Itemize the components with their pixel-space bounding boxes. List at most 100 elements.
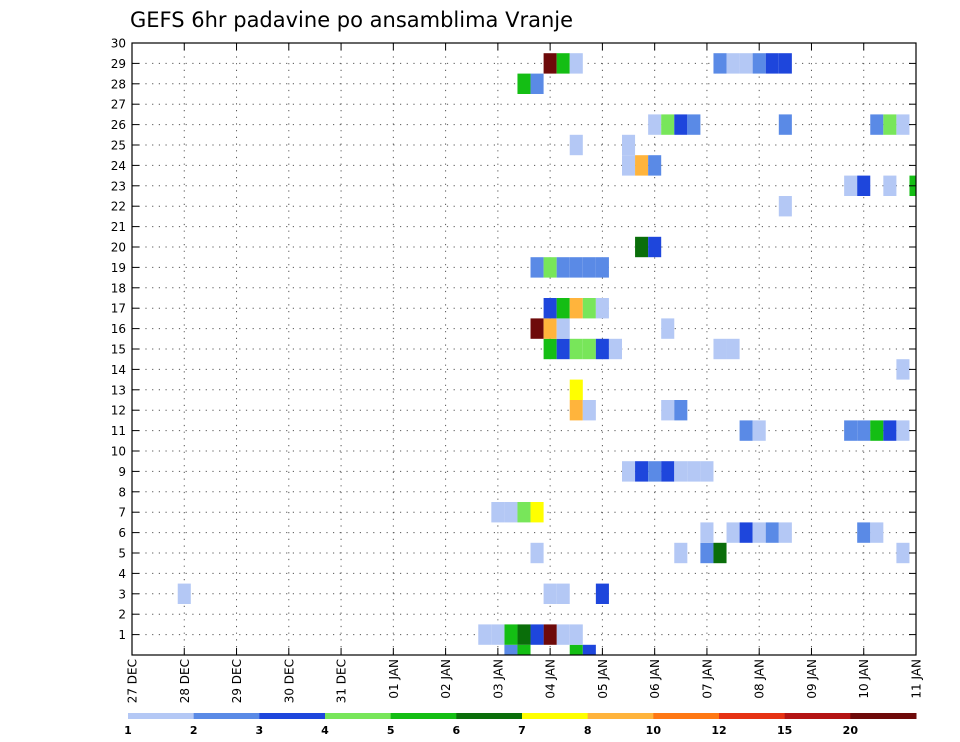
heatmap-cell (569, 338, 583, 360)
y-tick-label: 8 (118, 485, 126, 499)
heatmap-cell (857, 175, 871, 196)
colorbar-label: 15 (777, 724, 792, 737)
heatmap-cell (765, 53, 779, 74)
colorbar-segment (850, 713, 917, 719)
x-tick-label: 06 JAN (648, 659, 662, 699)
heatmap-cell (530, 624, 544, 645)
y-tick-label: 19 (111, 261, 126, 275)
heatmap-cell (569, 53, 583, 74)
heatmap-cell (543, 318, 557, 339)
heatmap-cell (687, 114, 701, 135)
heatmap-cell (674, 114, 688, 135)
colorbar-label: 6 (453, 724, 461, 737)
heatmap-cell (569, 379, 583, 400)
heatmap-cell (896, 420, 910, 441)
heatmap-cell (896, 114, 910, 135)
y-tick-label: 14 (111, 363, 126, 377)
y-tick-label: 27 (111, 98, 126, 112)
heatmap-cell (478, 624, 492, 645)
y-tick-label: 22 (111, 200, 126, 214)
colorbar-label: 7 (518, 724, 526, 737)
heatmap-cell (739, 53, 753, 74)
grid-lines (132, 43, 916, 655)
y-tick-label: 28 (111, 77, 126, 91)
y-tick-label: 16 (111, 322, 126, 336)
heatmap-cell (543, 298, 557, 319)
y-tick-label: 5 (118, 547, 126, 561)
heatmap-cell (739, 522, 753, 543)
heatmap-cell (556, 257, 570, 278)
colorbar: 1 2 3 4 5 6 7 8 10 12 15 20 (124, 713, 917, 737)
heatmap-cell (530, 318, 544, 339)
heatmap-cell (622, 134, 636, 156)
colorbar-label: 10 (646, 724, 662, 737)
heatmap-cell (569, 257, 583, 278)
y-tick-label: 15 (111, 343, 126, 357)
y-tick-label: 18 (111, 281, 126, 295)
heatmap-cell (569, 644, 583, 655)
heatmap-cell (504, 502, 518, 523)
heatmap-cell (726, 522, 740, 543)
x-axis-ticks: 27 DEC 28 DEC 29 DEC 30 DEC 31 DEC 01 JAN 02 J… (126, 43, 924, 703)
x-tick-label: 01 JAN (387, 659, 401, 699)
heatmap-cell (556, 298, 570, 319)
chart-title: GEFS 6hr padavine po ansamblima Vranje (130, 8, 573, 32)
colorbar-segment (719, 713, 786, 719)
heatmap-cells (177, 53, 916, 655)
heatmap-cell (556, 53, 570, 74)
heatmap-cell (778, 196, 792, 217)
heatmap-cell (752, 420, 766, 441)
x-tick-label: 03 JAN (491, 659, 505, 699)
x-tick-label: 02 JAN (439, 659, 453, 699)
colorbar-segment (128, 713, 195, 719)
heatmap-cell (543, 257, 557, 278)
y-tick-label: 17 (111, 302, 126, 316)
heatmap-cell (491, 624, 505, 645)
heatmap-cell (543, 583, 557, 604)
heatmap-cell (556, 583, 570, 604)
colorbar-segment (784, 713, 851, 719)
heatmap-cell (844, 420, 858, 441)
colorbar-segment (587, 713, 654, 719)
heatmap-cell (517, 644, 531, 655)
heatmap-cell (491, 502, 505, 523)
x-tick-label: 30 DEC (282, 659, 296, 703)
heatmap-cell (556, 624, 570, 645)
y-tick-label: 10 (111, 445, 126, 459)
heatmap-cell (661, 461, 675, 482)
heatmap-cell (530, 542, 544, 564)
heatmap-cell (648, 155, 662, 176)
x-tick-label: 09 JAN (805, 659, 819, 699)
colorbar-segment (653, 713, 720, 719)
heatmap-cell (635, 155, 649, 176)
y-tick-label: 2 (118, 608, 126, 622)
heatmap-cell (674, 400, 688, 421)
heatmap-cell (844, 175, 858, 196)
heatmap-cell (595, 298, 609, 319)
heatmap-cell (530, 502, 544, 523)
x-tick-label: 27 DEC (126, 659, 140, 703)
y-tick-label: 23 (111, 179, 126, 193)
heatmap-cell (752, 53, 766, 74)
heatmap-cell (674, 542, 688, 564)
heatmap-cell (713, 53, 727, 74)
y-tick-label: 24 (111, 159, 126, 173)
heatmap-cell (674, 461, 688, 482)
x-tick-label: 04 JAN (544, 659, 558, 699)
heatmap-cell (661, 400, 675, 421)
heatmap-cell (622, 155, 636, 176)
heatmap-cell (556, 318, 570, 339)
y-tick-label: 1 (118, 628, 126, 642)
heatmap-cell (883, 420, 897, 441)
colorbar-label: 5 (387, 724, 395, 737)
heatmap-cell (582, 400, 596, 421)
heatmap-cell (778, 114, 792, 135)
y-tick-label: 21 (111, 220, 126, 234)
heatmap-cell (700, 542, 714, 564)
y-tick-label: 9 (118, 465, 126, 479)
y-tick-label: 30 (111, 37, 126, 51)
heatmap-cell (504, 644, 518, 655)
heatmap-cell (582, 338, 596, 360)
heatmap-cell (778, 53, 792, 74)
